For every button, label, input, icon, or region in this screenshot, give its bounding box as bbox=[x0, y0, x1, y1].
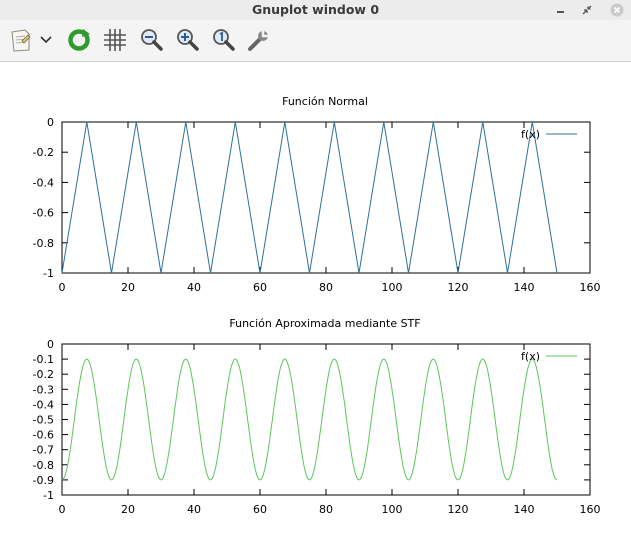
y-tick-label: -0.6 bbox=[33, 207, 54, 220]
chart-title: Función Normal bbox=[282, 95, 368, 108]
y-tick-label: -0.6 bbox=[33, 429, 54, 442]
chart-funcion-normal: Función Normal 0 -0.2 -0.4 -0.6 -0.8 -1 0 20 40… bbox=[33, 95, 601, 294]
y-tick-label: -0.4 bbox=[33, 398, 54, 411]
x-tick-label: 20 bbox=[121, 503, 135, 516]
zoom-out-icon[interactable] bbox=[136, 25, 166, 55]
y-tick-label: -0.9 bbox=[33, 474, 54, 487]
x-tick-label: 160 bbox=[580, 503, 601, 516]
y-tick-label: -0.2 bbox=[33, 368, 54, 381]
chart-title: Función Aproximada mediante STF bbox=[229, 317, 420, 330]
y-tick-label: -0.5 bbox=[33, 414, 54, 427]
plot-area: Función Normal 0 -0.2 -0.4 -0.6 -0.8 -1 0 20 40… bbox=[0, 62, 631, 540]
series-line-fx bbox=[61, 121, 558, 274]
window-title: Gnuplot window 0 bbox=[251, 2, 380, 17]
plot-canvas: Función Normal 0 -0.2 -0.4 -0.6 -0.8 -1 0 20 40… bbox=[33, 95, 601, 516]
zoom-in-icon[interactable] bbox=[172, 25, 202, 55]
y-tick-label: -0.3 bbox=[33, 383, 54, 396]
x-tick-label: 100 bbox=[382, 281, 403, 294]
x-tick-label: 0 bbox=[59, 503, 66, 516]
settings-wrench-icon[interactable] bbox=[244, 25, 274, 55]
y-tick-label: -0.8 bbox=[33, 237, 54, 250]
x-tick-label: 100 bbox=[382, 503, 403, 516]
legend-label: f(x) bbox=[521, 350, 540, 363]
title-bar: Gnuplot window 0 bbox=[0, 0, 631, 20]
legend-label: f(x) bbox=[521, 128, 540, 141]
x-tick-label: 80 bbox=[319, 503, 333, 516]
y-tick-label: -0.2 bbox=[33, 146, 54, 159]
x-tick-label: 120 bbox=[448, 503, 469, 516]
x-tick-label: 40 bbox=[187, 281, 201, 294]
x-tick-label: 80 bbox=[319, 281, 333, 294]
x-tick-label: 160 bbox=[580, 281, 601, 294]
dropdown-arrow-icon[interactable] bbox=[37, 25, 55, 55]
y-tick-label: -1 bbox=[43, 489, 54, 502]
plot-border bbox=[61, 343, 591, 496]
x-tick-label: 60 bbox=[253, 503, 267, 516]
y-tick-label: -0.4 bbox=[33, 176, 54, 189]
unzoom-icon[interactable] bbox=[208, 25, 238, 55]
x-tick-label: 40 bbox=[187, 503, 201, 516]
chart-funcion-aproximada: Función Aproximada mediante STF 0 -0.1 -0.… bbox=[33, 317, 601, 516]
x-tick-label: 20 bbox=[121, 281, 135, 294]
replot-icon[interactable] bbox=[64, 25, 94, 55]
x-tick-label: 120 bbox=[448, 281, 469, 294]
x-tick-label: 140 bbox=[514, 503, 535, 516]
grid-icon[interactable] bbox=[100, 25, 130, 55]
y-tick-label: -0.7 bbox=[33, 444, 54, 457]
y-tick-label: 0 bbox=[47, 116, 54, 129]
x-tick-label: 140 bbox=[514, 281, 535, 294]
copy-to-clipboard-icon[interactable] bbox=[6, 25, 36, 55]
y-tick-label: 0 bbox=[47, 338, 54, 351]
x-tick-label: 60 bbox=[253, 281, 267, 294]
x-tick-label: 0 bbox=[59, 281, 66, 294]
y-tick-label: -0.8 bbox=[33, 459, 54, 472]
toolbar bbox=[0, 20, 631, 62]
y-tick-label: -0.1 bbox=[33, 353, 54, 366]
y-tick-label: -1 bbox=[43, 267, 54, 280]
series-line-fx bbox=[61, 358, 558, 481]
close-icon[interactable] bbox=[608, 1, 626, 19]
restore-icon[interactable] bbox=[578, 1, 596, 19]
minimize-icon[interactable] bbox=[552, 1, 570, 19]
